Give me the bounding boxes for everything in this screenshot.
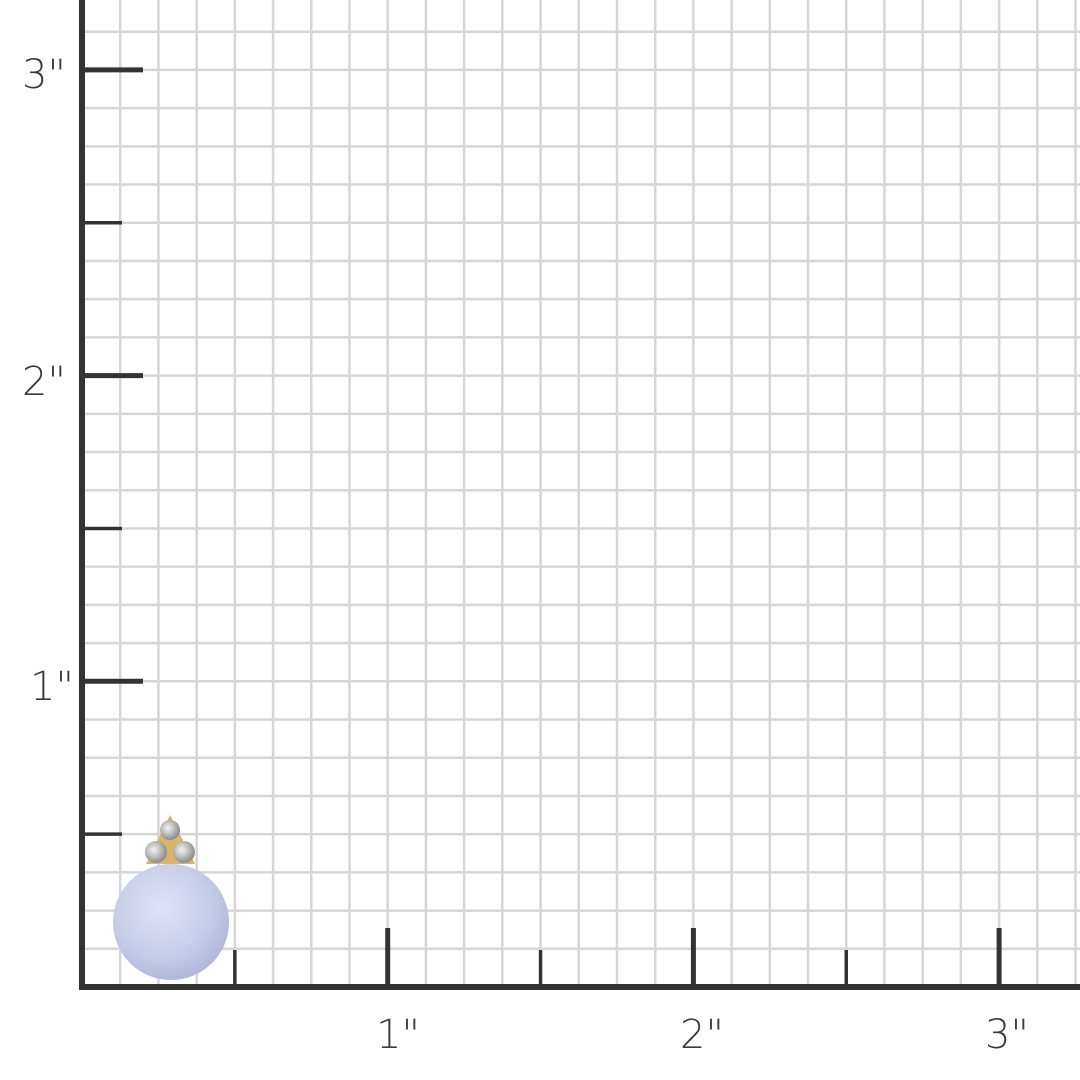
earring-image — [113, 815, 229, 980]
y-label-1in: 1" — [30, 664, 74, 710]
diamond — [145, 841, 167, 863]
grid-lines — [82, 0, 1080, 987]
x-label-2in: 2" — [680, 1012, 724, 1058]
bead — [113, 864, 229, 980]
y-label-3in: 3" — [22, 52, 66, 98]
x-label-3in: 3" — [985, 1012, 1029, 1058]
axis-ticks — [82, 67, 1002, 987]
y-label-2in: 2" — [22, 359, 66, 405]
diamond — [173, 841, 195, 863]
x-label-1in: 1" — [376, 1012, 420, 1058]
diamond — [160, 820, 180, 840]
